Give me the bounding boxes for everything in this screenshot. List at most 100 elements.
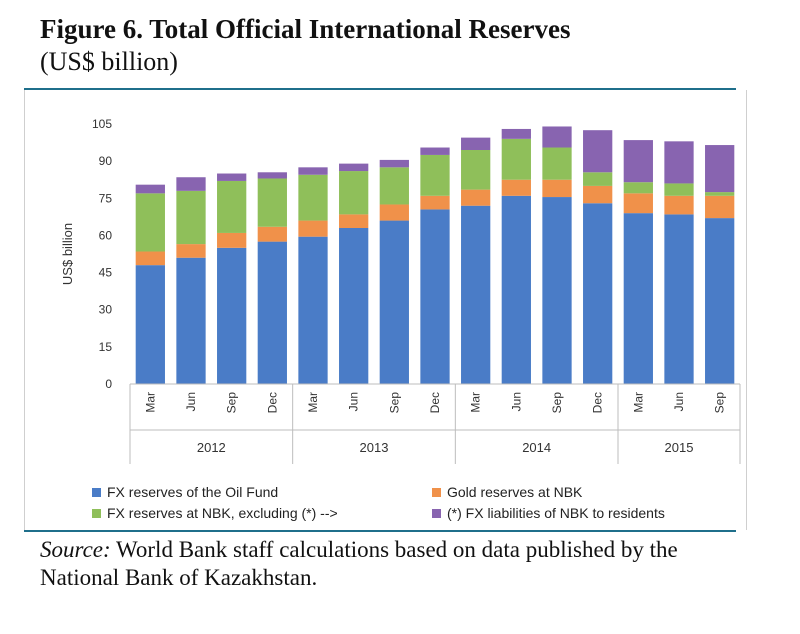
bar-segment-1 bbox=[339, 228, 369, 384]
bar-segment-3 bbox=[257, 178, 287, 227]
bar-segment-4 bbox=[623, 140, 653, 183]
bar-segment-1 bbox=[461, 205, 491, 384]
y-tick-label: 60 bbox=[99, 228, 113, 242]
bar-segment-4 bbox=[583, 130, 613, 173]
bar-segment-1 bbox=[501, 195, 531, 384]
y-axis-title: US$ billion bbox=[60, 223, 75, 285]
bar-segment-1 bbox=[420, 209, 450, 384]
bar-segment-3 bbox=[176, 190, 206, 245]
legend-label-fx-nbk: FX reserves at NBK, excluding (*) --> bbox=[107, 505, 338, 521]
bar-segment-1 bbox=[705, 218, 735, 384]
bar-segment-1 bbox=[583, 203, 613, 384]
bar-segment-3 bbox=[705, 192, 735, 196]
bar-segment-2 bbox=[257, 226, 287, 242]
bar-segment-1 bbox=[135, 265, 165, 384]
figure-subtitle: (US$ billion) bbox=[40, 47, 178, 76]
year-group-label: 2014 bbox=[522, 440, 551, 455]
x-tick-label: Dec bbox=[265, 392, 279, 413]
y-tick-label: 90 bbox=[99, 154, 113, 168]
x-tick-label: Jun bbox=[347, 392, 361, 411]
x-tick-label: Dec bbox=[591, 392, 605, 413]
bar-segment-3 bbox=[298, 174, 328, 221]
bar-segment-4 bbox=[339, 163, 369, 172]
bar-segment-3 bbox=[664, 183, 694, 196]
legend-swatch-fx-liabilities bbox=[432, 508, 441, 518]
y-tick-label: 30 bbox=[99, 303, 113, 317]
source-note: Source: World Bank staff calculations ba… bbox=[40, 536, 740, 592]
bar-segment-4 bbox=[705, 145, 735, 193]
bar-segment-3 bbox=[339, 171, 369, 215]
figure-title: Figure 6. Total Official International R… bbox=[40, 14, 571, 44]
bar-segment-2 bbox=[705, 195, 735, 219]
x-tick-label: Mar bbox=[631, 392, 645, 413]
legend-item-gold: Gold reserves at NBK bbox=[432, 484, 582, 500]
top-rule bbox=[24, 88, 736, 90]
x-tick-label: Sep bbox=[387, 392, 401, 414]
bar-segment-3 bbox=[135, 193, 165, 252]
bar-segment-4 bbox=[379, 159, 409, 168]
bar-segment-1 bbox=[298, 236, 328, 384]
bar-segment-4 bbox=[298, 167, 328, 175]
x-tick-label: Sep bbox=[225, 392, 239, 414]
bar-segment-2 bbox=[298, 220, 328, 237]
stacked-bar-chart: 0 15 30 45 60 75 90 105 US$ billion Mar Jun Sep Dec M… bbox=[60, 117, 741, 464]
bar-segment-3 bbox=[379, 167, 409, 205]
bar-segment-1 bbox=[664, 214, 694, 384]
legend-label-oil-fund: FX reserves of the Oil Fund bbox=[107, 484, 279, 500]
source-label: Source: bbox=[40, 537, 111, 562]
y-tick-label: 0 bbox=[105, 377, 112, 391]
x-tick-label: Mar bbox=[306, 392, 320, 413]
bar-segment-3 bbox=[461, 150, 491, 190]
x-tick-label: Jun bbox=[509, 392, 523, 411]
x-tick-label: Mar bbox=[143, 392, 157, 413]
legend-label-gold: Gold reserves at NBK bbox=[447, 484, 583, 500]
bar-segment-2 bbox=[176, 244, 206, 258]
legend-item-fx-liabilities: (*) FX liabilities of NBK to residents bbox=[432, 505, 665, 521]
bar-segment-4 bbox=[501, 128, 531, 139]
legend-label-fx-liabilities: (*) FX liabilities of NBK to residents bbox=[447, 505, 665, 521]
legend-swatch-gold bbox=[432, 487, 441, 497]
bar-segment-4 bbox=[176, 177, 206, 191]
bar-segment-4 bbox=[420, 147, 450, 155]
year-group-label: 2013 bbox=[360, 440, 389, 455]
y-tick-label: 75 bbox=[99, 191, 113, 205]
bar-segment-2 bbox=[542, 179, 572, 198]
bar-segment-2 bbox=[217, 232, 247, 248]
bar-segment-1 bbox=[542, 197, 572, 384]
y-tick-label: 105 bbox=[92, 117, 112, 131]
bar-segment-3 bbox=[420, 154, 450, 196]
x-tick-label: Sep bbox=[713, 392, 727, 414]
bar-segment-3 bbox=[542, 147, 572, 180]
bar-segment-2 bbox=[339, 214, 369, 228]
bar-segment-4 bbox=[461, 137, 491, 150]
bar-segment-3 bbox=[583, 172, 613, 186]
bar-segment-1 bbox=[623, 213, 653, 384]
bar-segment-1 bbox=[257, 241, 287, 384]
bar-segment-2 bbox=[623, 193, 653, 214]
bar-segment-1 bbox=[379, 220, 409, 384]
bar-segment-4 bbox=[135, 184, 165, 194]
bar-segment-2 bbox=[501, 179, 531, 196]
source-text: World Bank staff calculations based on d… bbox=[40, 537, 678, 590]
y-tick-label: 45 bbox=[99, 266, 113, 280]
legend-item-fx-nbk: FX reserves at NBK, excluding (*) --> bbox=[92, 505, 338, 521]
bar-segment-2 bbox=[420, 195, 450, 210]
year-group-label: 2015 bbox=[665, 440, 694, 455]
bar-segment-4 bbox=[664, 141, 694, 184]
legend-item-oil-fund: FX reserves of the Oil Fund bbox=[92, 484, 278, 500]
x-tick-label: Sep bbox=[550, 392, 564, 414]
frame-left bbox=[24, 90, 35, 530]
x-tick-label: Mar bbox=[469, 392, 483, 413]
y-tick-label: 15 bbox=[99, 340, 113, 354]
x-tick-label: Dec bbox=[428, 392, 442, 413]
frame-right bbox=[736, 90, 747, 530]
x-tick-label: Jun bbox=[184, 392, 198, 411]
bar-segment-4 bbox=[217, 173, 247, 181]
bar-segment-2 bbox=[379, 204, 409, 221]
legend-swatch-fx-nbk bbox=[92, 508, 101, 518]
bar-segment-2 bbox=[583, 185, 613, 204]
legend-swatch-oil-fund bbox=[92, 487, 101, 497]
bottom-rule bbox=[24, 530, 736, 532]
bar-segment-4 bbox=[257, 172, 287, 179]
bar-segment-3 bbox=[217, 180, 247, 233]
